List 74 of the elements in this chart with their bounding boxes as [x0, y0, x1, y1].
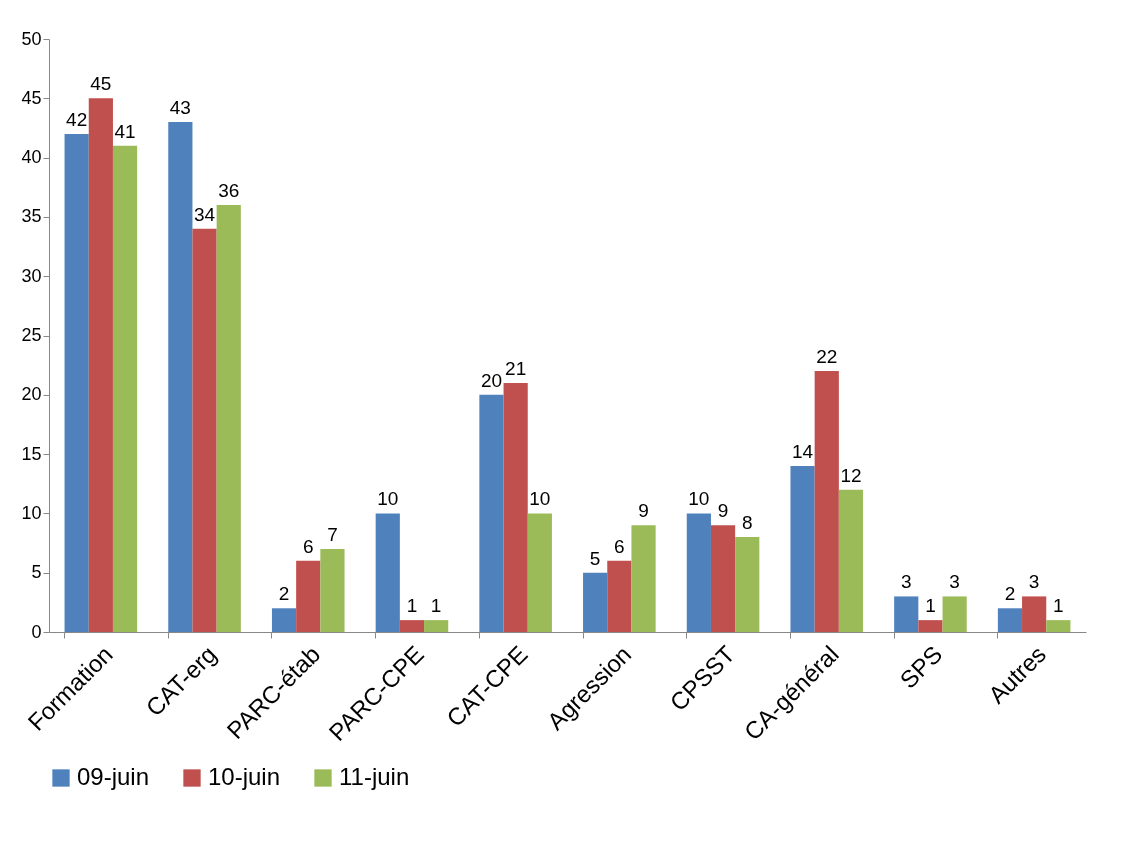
bar — [424, 620, 449, 632]
y-tick-label: 0 — [31, 621, 42, 642]
bar — [375, 513, 400, 632]
data-label: 6 — [614, 535, 625, 557]
data-label: 2 — [1004, 583, 1016, 605]
bar — [997, 608, 1023, 632]
y-tick-label: 45 — [21, 87, 42, 108]
data-label: 10 — [529, 488, 551, 510]
data-label: 34 — [193, 203, 216, 225]
bar — [838, 489, 864, 632]
y-tick-label: 25 — [21, 325, 42, 345]
bar — [894, 596, 919, 632]
y-tick-label: 20 — [21, 384, 42, 405]
bar — [686, 513, 711, 632]
data-label: 36 — [218, 180, 240, 202]
bar — [479, 394, 504, 632]
bar — [918, 620, 943, 632]
bar — [631, 525, 656, 632]
data-label: 10 — [688, 488, 710, 510]
y-tick-label: 5 — [31, 562, 42, 583]
bar — [1046, 620, 1071, 632]
y-tick-label: 15 — [21, 443, 42, 464]
data-label: 43 — [169, 97, 191, 119]
legend-label: 09-juin — [77, 763, 150, 790]
data-label: 12 — [840, 464, 862, 486]
bar — [296, 560, 321, 632]
data-label: 10 — [377, 488, 399, 510]
data-label: 20 — [480, 369, 503, 391]
y-tick-label: 10 — [21, 502, 42, 523]
data-label: 14 — [791, 440, 814, 462]
bar — [112, 145, 138, 632]
data-label: 1 — [406, 595, 418, 617]
y-tick-label: 50 — [21, 28, 42, 49]
bar — [942, 596, 967, 632]
data-label: 7 — [327, 523, 338, 545]
data-label: 22 — [816, 346, 838, 368]
bar — [814, 371, 839, 632]
data-label: 1 — [925, 595, 936, 617]
y-tick-label: 35 — [21, 206, 42, 227]
bar — [192, 228, 217, 632]
data-label: 1 — [1053, 595, 1064, 617]
data-label: 9 — [717, 500, 729, 522]
bar — [735, 537, 760, 632]
bar — [320, 548, 345, 632]
data-label: 8 — [741, 512, 753, 534]
bar — [64, 133, 89, 632]
bar — [88, 98, 113, 632]
data-label: 6 — [302, 535, 314, 557]
bar — [168, 122, 193, 632]
bar — [790, 465, 815, 632]
data-label: 5 — [589, 547, 601, 569]
data-label: 1 — [430, 595, 442, 617]
y-tick-label: 30 — [21, 265, 42, 286]
bar — [607, 560, 632, 632]
data-label: 9 — [638, 500, 649, 522]
bar — [503, 382, 528, 632]
bar — [1022, 596, 1047, 632]
data-label: 21 — [505, 357, 527, 379]
bar — [583, 572, 608, 632]
data-label: 3 — [900, 571, 912, 593]
data-label: 3 — [949, 571, 960, 593]
bar — [527, 513, 552, 632]
y-tick-label: 40 — [21, 147, 42, 168]
bar — [271, 608, 297, 632]
data-label: 3 — [1028, 571, 1040, 593]
data-label: 41 — [114, 120, 136, 142]
data-label: 45 — [90, 73, 112, 95]
legend-label: 10-juin — [208, 763, 281, 790]
data-label: 42 — [66, 108, 88, 130]
data-label: 2 — [278, 583, 290, 605]
legend-label: 11-juin — [339, 763, 410, 790]
bar — [399, 620, 425, 632]
bar — [216, 205, 241, 632]
bar — [710, 525, 736, 632]
